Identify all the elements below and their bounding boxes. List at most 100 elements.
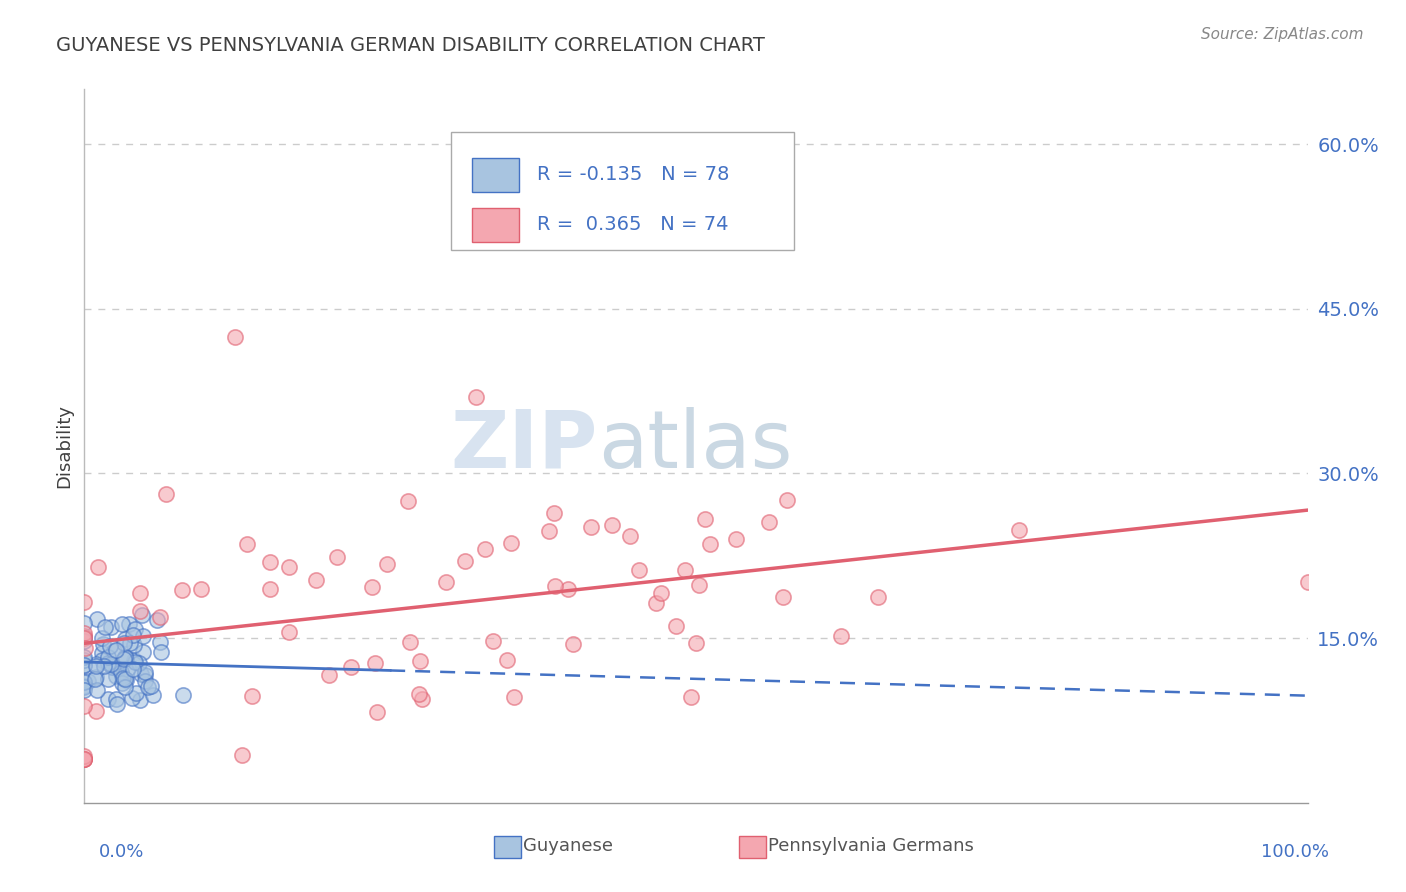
Point	[134, 668, 156, 682]
Point	[562, 637, 585, 651]
Point	[375, 558, 398, 572]
Point	[90, 653, 112, 667]
Point	[465, 390, 488, 404]
Point	[259, 555, 281, 569]
Point	[122, 639, 145, 653]
Point	[105, 697, 128, 711]
Point	[399, 635, 422, 649]
Point	[73, 752, 96, 766]
Bar	[472, 158, 519, 192]
Bar	[738, 836, 766, 858]
Point	[134, 674, 156, 689]
Point	[1008, 523, 1031, 537]
Point	[97, 692, 120, 706]
Point	[543, 579, 565, 593]
Point	[97, 672, 120, 686]
Point	[86, 683, 108, 698]
Point	[73, 752, 96, 766]
Point	[73, 749, 96, 764]
Text: Source: ZipAtlas.com: Source: ZipAtlas.com	[1201, 27, 1364, 42]
Point	[73, 626, 96, 640]
Point	[236, 536, 259, 550]
Point	[73, 653, 96, 667]
Point	[125, 685, 148, 699]
Point	[240, 689, 263, 703]
Point	[340, 660, 363, 674]
Point	[665, 619, 688, 633]
Point	[557, 582, 579, 596]
Point	[91, 631, 114, 645]
Point	[120, 636, 142, 650]
Point	[645, 596, 668, 610]
Point	[579, 520, 602, 534]
Point	[75, 640, 97, 655]
Point	[231, 747, 253, 762]
Text: ZIP: ZIP	[451, 407, 598, 485]
Point	[87, 559, 110, 574]
Point	[121, 662, 143, 676]
Point	[172, 688, 194, 702]
Point	[77, 674, 100, 689]
Point	[129, 586, 152, 600]
Point	[434, 575, 457, 590]
Point	[866, 591, 889, 605]
Point	[142, 689, 165, 703]
Point	[650, 586, 672, 600]
Point	[132, 645, 155, 659]
Point	[114, 649, 136, 664]
Point	[91, 637, 114, 651]
Point	[139, 680, 162, 694]
Point	[100, 619, 122, 633]
Text: R = -0.135   N = 78: R = -0.135 N = 78	[537, 165, 730, 185]
Point	[105, 692, 128, 706]
Point	[117, 661, 139, 675]
Point	[73, 634, 96, 648]
Point	[112, 652, 135, 666]
Point	[830, 629, 852, 643]
Point	[122, 628, 145, 642]
Point	[619, 529, 641, 543]
Point	[121, 691, 143, 706]
Point	[326, 550, 349, 565]
Text: Pennsylvania Germans: Pennsylvania Germans	[768, 837, 974, 855]
Point	[73, 698, 96, 713]
Point	[543, 506, 565, 520]
Point	[110, 665, 132, 679]
Text: 0.0%: 0.0%	[98, 843, 143, 861]
Point	[131, 607, 153, 622]
Point	[600, 517, 623, 532]
Text: atlas: atlas	[598, 407, 793, 485]
Point	[277, 559, 299, 574]
Point	[364, 656, 387, 670]
Point	[146, 613, 169, 627]
Point	[724, 532, 747, 546]
Point	[73, 752, 96, 766]
Point	[685, 636, 707, 650]
Text: GUYANESE VS PENNSYLVANIA GERMAN DISABILITY CORRELATION CHART: GUYANESE VS PENNSYLVANIA GERMAN DISABILI…	[56, 36, 765, 54]
Point	[149, 634, 172, 648]
Point	[104, 643, 127, 657]
Point	[688, 578, 710, 592]
Text: R =  0.365   N = 74: R = 0.365 N = 74	[537, 215, 728, 235]
Point	[73, 679, 96, 693]
Y-axis label: Disability: Disability	[55, 404, 73, 488]
Point	[73, 674, 96, 689]
Point	[86, 670, 108, 684]
Point	[501, 536, 523, 550]
Point	[86, 612, 108, 626]
Point	[100, 657, 122, 671]
Point	[136, 680, 159, 694]
Point	[129, 693, 152, 707]
Point	[73, 595, 96, 609]
Point	[115, 673, 138, 688]
Point	[73, 629, 96, 643]
Point	[409, 654, 432, 668]
Point	[97, 649, 120, 664]
Point	[84, 673, 107, 687]
Point	[474, 542, 496, 557]
Point	[103, 643, 125, 657]
Point	[73, 631, 96, 645]
Point	[112, 671, 135, 685]
Point	[411, 692, 433, 706]
Point	[94, 620, 117, 634]
